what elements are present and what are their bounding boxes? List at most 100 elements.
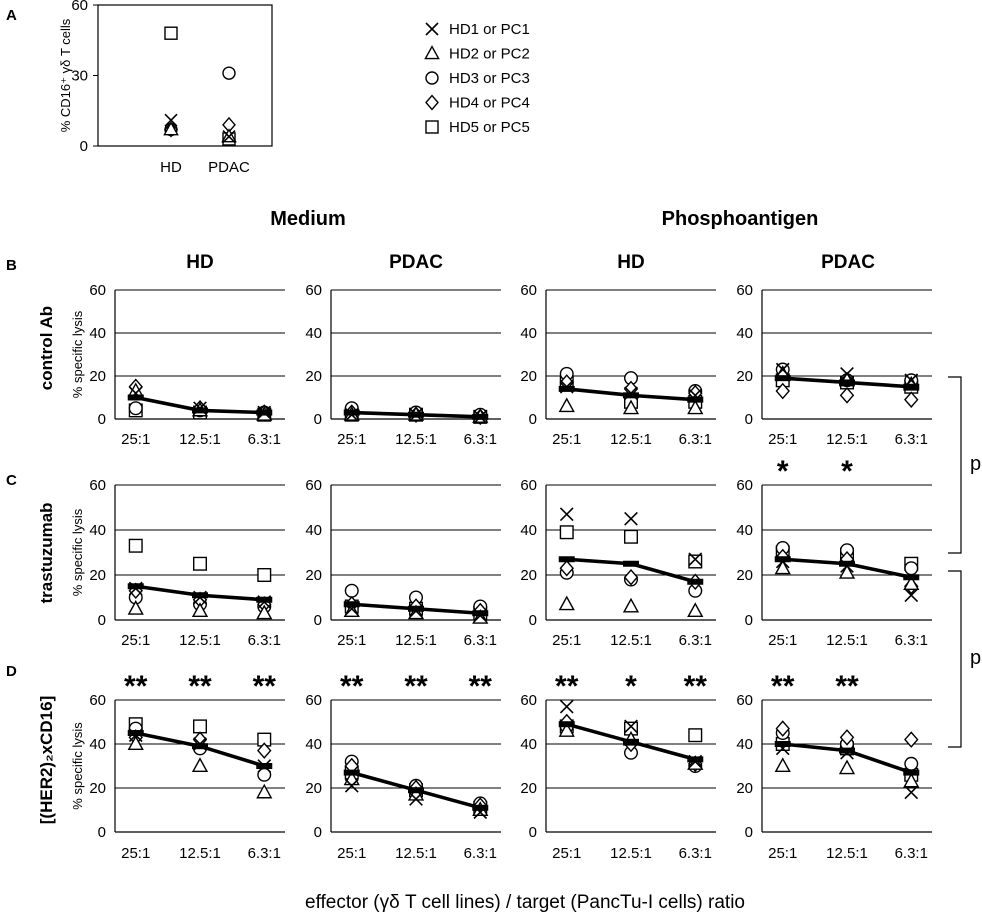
panel-c-3-mean-bar-0 [558, 556, 575, 563]
panel-a-point-x-hd [164, 113, 178, 127]
panel-c-1-ytick-label-20: 20 [89, 567, 106, 584]
panel-d-4-ytick-label-20: 20 [736, 780, 753, 797]
panel-d-4-point-triangle-2 [903, 772, 920, 788]
panel-b-3-ytick-label-40: 40 [520, 325, 537, 342]
panel-d-2-significance-1: ** [404, 670, 428, 703]
panel-a-category-hd: HD [160, 159, 182, 176]
panel-c-1-ylabel: % specific lysis [70, 508, 85, 596]
x-axis-title: effector (γδ T cell lines) / target (Pan… [305, 892, 745, 913]
panel-b-4-mean-bar-1 [839, 379, 855, 386]
panel-d-3-significance-0: ** [555, 670, 579, 703]
panel-d-1-mean-bar-0 [127, 730, 144, 736]
panel-b-2-ytick-label-60: 60 [305, 282, 322, 299]
panel-d-3-xtick-label-2: 6.3:1 [679, 845, 712, 862]
panel-b-2-ytick-label-20: 20 [305, 368, 322, 385]
panel-d-2-ytick-label-20: 20 [305, 780, 322, 797]
panel-c-1-point-triangle-0 [127, 600, 144, 615]
panel-d-1-mean-bar-2 [256, 763, 273, 769]
panel-d-1-point-triangle-2 [256, 783, 273, 799]
panel-b-3-mean-bar-2 [687, 396, 704, 403]
panel-c-3-xtick-label-2: 6.3:1 [679, 632, 712, 649]
panel-d-2-significance-0: ** [340, 670, 364, 703]
panel-c-2-xtick-label-1: 12.5:1 [395, 632, 437, 649]
condition-header-phosphoantigen: Phosphoantigen [662, 208, 819, 230]
panel-c-2-xtick-label-0: 25:1 [337, 632, 366, 649]
diamond-icon [425, 94, 439, 111]
panel-d-2-point-x-1 [409, 792, 423, 806]
panel-c-3-point-triangle-2 [687, 602, 704, 618]
panel-c-1-point-triangle-1 [191, 602, 209, 618]
panel-c-2-mean-bar-0 [343, 601, 360, 608]
panel-c-4-point-triangle-1 [838, 564, 856, 579]
panel-b-3-ytick-label-0: 0 [529, 411, 537, 428]
legend-label-3: HD3 or PC3 [449, 70, 530, 87]
panel-a-ylabel: % CD16⁺ γδ T cells [58, 18, 73, 132]
panel-letter-c: C [6, 472, 17, 489]
panel-b-4-point-x-0-stroke [775, 362, 790, 377]
panel-d-1-point-triangle-0 [127, 735, 144, 751]
panel-c-3-point-diamond-0 [559, 559, 574, 577]
panel-c-1-ytick-label-0: 0 [98, 612, 106, 629]
panel-b-1-xtick-label-0: 25:1 [121, 431, 150, 448]
panel-d-4-point-diamond-2 [904, 731, 919, 748]
panel-d-4-ytick-label-40: 40 [736, 736, 753, 753]
panel-d-4-xtick-label-1: 12.5:1 [826, 845, 868, 862]
panel-d-2-xtick-label-0: 25:1 [337, 845, 366, 862]
panel-b-1-ytick-label-0: 0 [98, 411, 106, 428]
panel-d-2-ytick-label-0: 0 [314, 824, 322, 841]
panel-b-1-ytick-label-60: 60 [89, 282, 106, 299]
panel-c-4-significance-0: * [777, 455, 789, 488]
panel-c-2-ytick-label-20: 20 [305, 567, 322, 584]
panel-c-4-ytick-label-40: 40 [736, 522, 753, 539]
panel-c-3-point-x-0-stroke [559, 507, 574, 522]
panel-d-4-point-circle-2 [904, 756, 919, 771]
panel-c-3-xtick-label-1: 12.5:1 [610, 632, 652, 649]
panel-a-category-pdac: PDAC [208, 159, 250, 176]
panel-a-point-x-pdac [222, 130, 236, 144]
square-icon [425, 120, 439, 134]
panel-d-4-ytick-label-0: 0 [745, 824, 753, 841]
panel-d-2-ytick-label-60: 60 [305, 692, 322, 709]
panel-c-2-mean-bar-2 [472, 610, 489, 617]
panel-b-2-xtick-label-2: 6.3:1 [464, 431, 497, 448]
panel-d-1-significance-0: ** [124, 670, 148, 703]
panel-c-3-point-x-1-stroke [624, 511, 638, 526]
x-icon-stroke [425, 22, 439, 36]
panel-d-4-xtick-label-2: 6.3:1 [895, 845, 928, 862]
panel-b-4-point-diamond-1 [839, 387, 855, 404]
panel-b-3-point-triangle-0 [558, 397, 575, 413]
panel-d-2-point-x-0-stroke [344, 778, 359, 793]
panel-b-3-ytick-label-60: 60 [520, 282, 537, 299]
panel-d-4-point-diamond-1 [839, 729, 855, 746]
panel-d-3-point-x-1-stroke [624, 719, 638, 734]
panel-b-3-point-triangle-1 [622, 399, 640, 415]
panel-c-1-point-square-0 [128, 538, 143, 553]
panel-c-4-point-circle-2 [904, 561, 919, 576]
panel-b-4-ytick-label-20: 20 [736, 368, 753, 385]
panel-c-3-point-square-0 [559, 525, 574, 540]
panel-b-2-xtick-label-0: 25:1 [337, 431, 366, 448]
panel-letter-a: A [6, 7, 17, 24]
panel-c-3-ytick-label-40: 40 [520, 522, 537, 539]
legend-label-5: HD5 or PC5 [449, 119, 530, 136]
panel-c-3-xtick-label-0: 25:1 [552, 632, 581, 649]
panel-a-ytick-label-0: 0 [80, 138, 88, 155]
panel-d-1-xtick-label-2: 6.3:1 [248, 845, 281, 862]
panel-d-4-point-x-2-stroke [904, 785, 919, 800]
panel-b-1-ylabel: % specific lysis [70, 310, 85, 398]
triangle-icon [424, 45, 440, 60]
panel-d-3-mean-bar-2 [687, 756, 704, 763]
panel-b-4-point-x-1-stroke [840, 366, 854, 381]
panel-b-2-ytick-label-40: 40 [305, 325, 322, 342]
panel-c-1-xtick-label-1: 12.5:1 [179, 632, 221, 649]
panel-b-3-xtick-label-1: 12.5:1 [610, 431, 652, 448]
panel-b-4-ytick-label-0: 0 [745, 411, 753, 428]
column-header-medium-hd: HD [186, 252, 213, 273]
panel-c-3-point-triangle-0 [558, 595, 575, 611]
panel-c-4-point-triangle-0 [774, 559, 791, 575]
panel-d-4-point-triangle-0 [774, 757, 791, 773]
panel-d-2-ytick-label-40: 40 [305, 736, 322, 753]
panel-c-1-mean-bar-2 [256, 596, 273, 603]
panel-b-1-ytick-label-40: 40 [89, 325, 106, 342]
panel-b-4-point-diamond-0 [775, 382, 790, 400]
